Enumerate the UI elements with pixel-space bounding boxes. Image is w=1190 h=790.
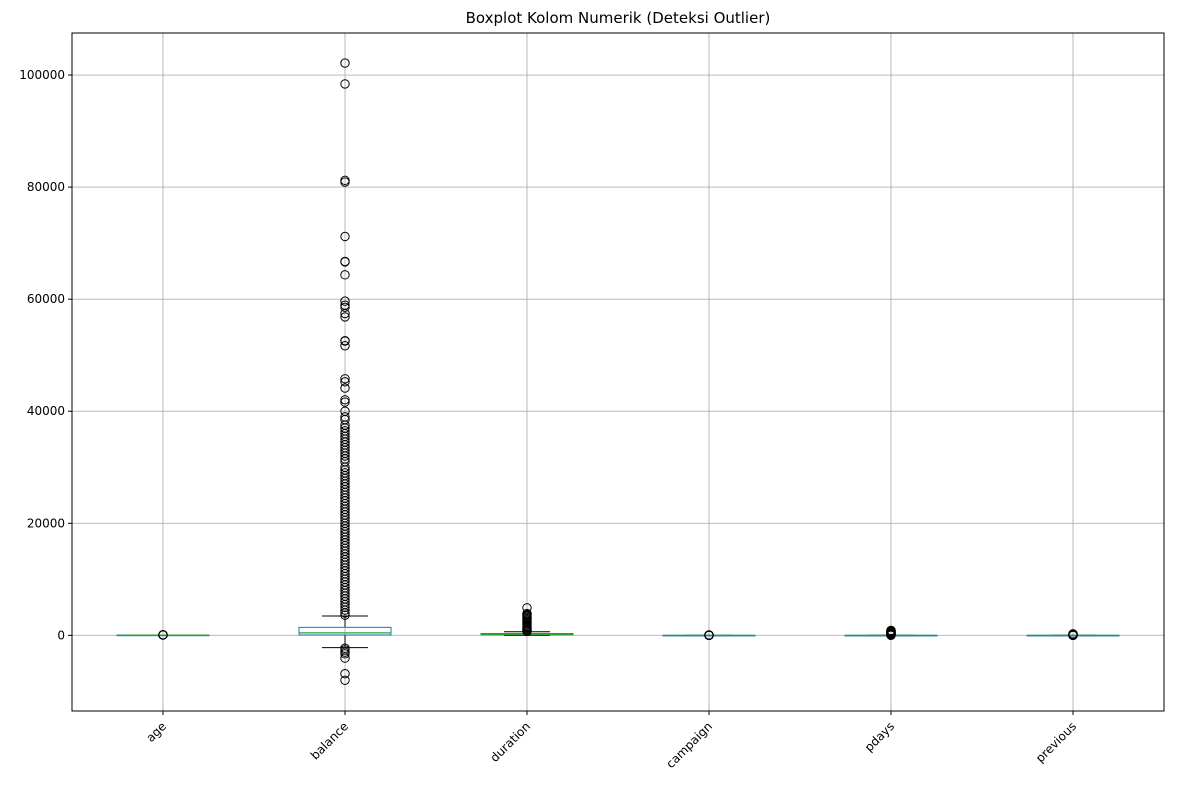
outlier-point [340, 79, 350, 89]
box-previous [1026, 629, 1120, 641]
outlier-point [886, 625, 896, 636]
x-tick-label-balance: balance [308, 719, 351, 762]
outlier-point [340, 308, 350, 319]
outlier-point [340, 451, 350, 461]
outlier-point [340, 302, 350, 313]
axis-layer: 0 20000 40000 60000 80000 100000 age balance dur… [19, 32, 1165, 771]
iqr-box [298, 626, 392, 636]
outlier-point [340, 675, 350, 685]
outlier-point [340, 395, 350, 405]
outlier-point [340, 312, 350, 322]
outlier-point [340, 602, 350, 613]
x-tick-label-age: age [143, 719, 169, 745]
x-tick-label-pdays: pdays [862, 719, 897, 754]
outlier-point [340, 649, 350, 659]
grid-layer [72, 33, 1164, 711]
box-campaign [662, 630, 756, 641]
outlier-point [340, 296, 350, 306]
outlier-point [340, 383, 350, 393]
outlier-point [340, 608, 350, 618]
y-tick-label: 20000 [27, 516, 65, 530]
y-tick-label: 100000 [19, 68, 65, 82]
outlier-point [340, 669, 350, 679]
outlier-point [522, 626, 532, 637]
outlier-point [340, 257, 350, 267]
outlier-point [340, 605, 350, 615]
box-balance [298, 58, 392, 685]
outlier-point [340, 58, 350, 68]
outlier-point [340, 336, 350, 346]
outlier-point [340, 270, 350, 280]
outlier-point [340, 341, 350, 351]
plot-frame [71, 32, 1165, 712]
box-age [116, 630, 210, 640]
x-tick-label-campaign: campaign [663, 719, 715, 771]
outlier-point [340, 610, 350, 620]
outlier-point [340, 374, 350, 384]
box-layer [116, 58, 1120, 685]
chart-title: Boxplot Kolom Numerik (Deteksi Outlier) [466, 9, 771, 27]
outlier-point [704, 630, 714, 640]
box-duration [480, 603, 574, 637]
outlier-point [340, 177, 350, 187]
outlier-point [1068, 629, 1078, 639]
y-tick-label: 80000 [27, 180, 65, 194]
x-tick-label-previous: previous [1033, 719, 1079, 765]
outlier-point [340, 653, 350, 663]
outlier-point [340, 231, 350, 242]
y-tick-label: 0 [57, 628, 65, 642]
x-tick-label-duration: duration [488, 719, 534, 765]
box-pdays [844, 625, 938, 641]
y-tick-label: 40000 [27, 404, 65, 418]
outlier-point [340, 377, 350, 387]
outlier-point [340, 397, 350, 407]
outlier-point [158, 630, 168, 640]
y-tick-label: 60000 [27, 292, 65, 306]
